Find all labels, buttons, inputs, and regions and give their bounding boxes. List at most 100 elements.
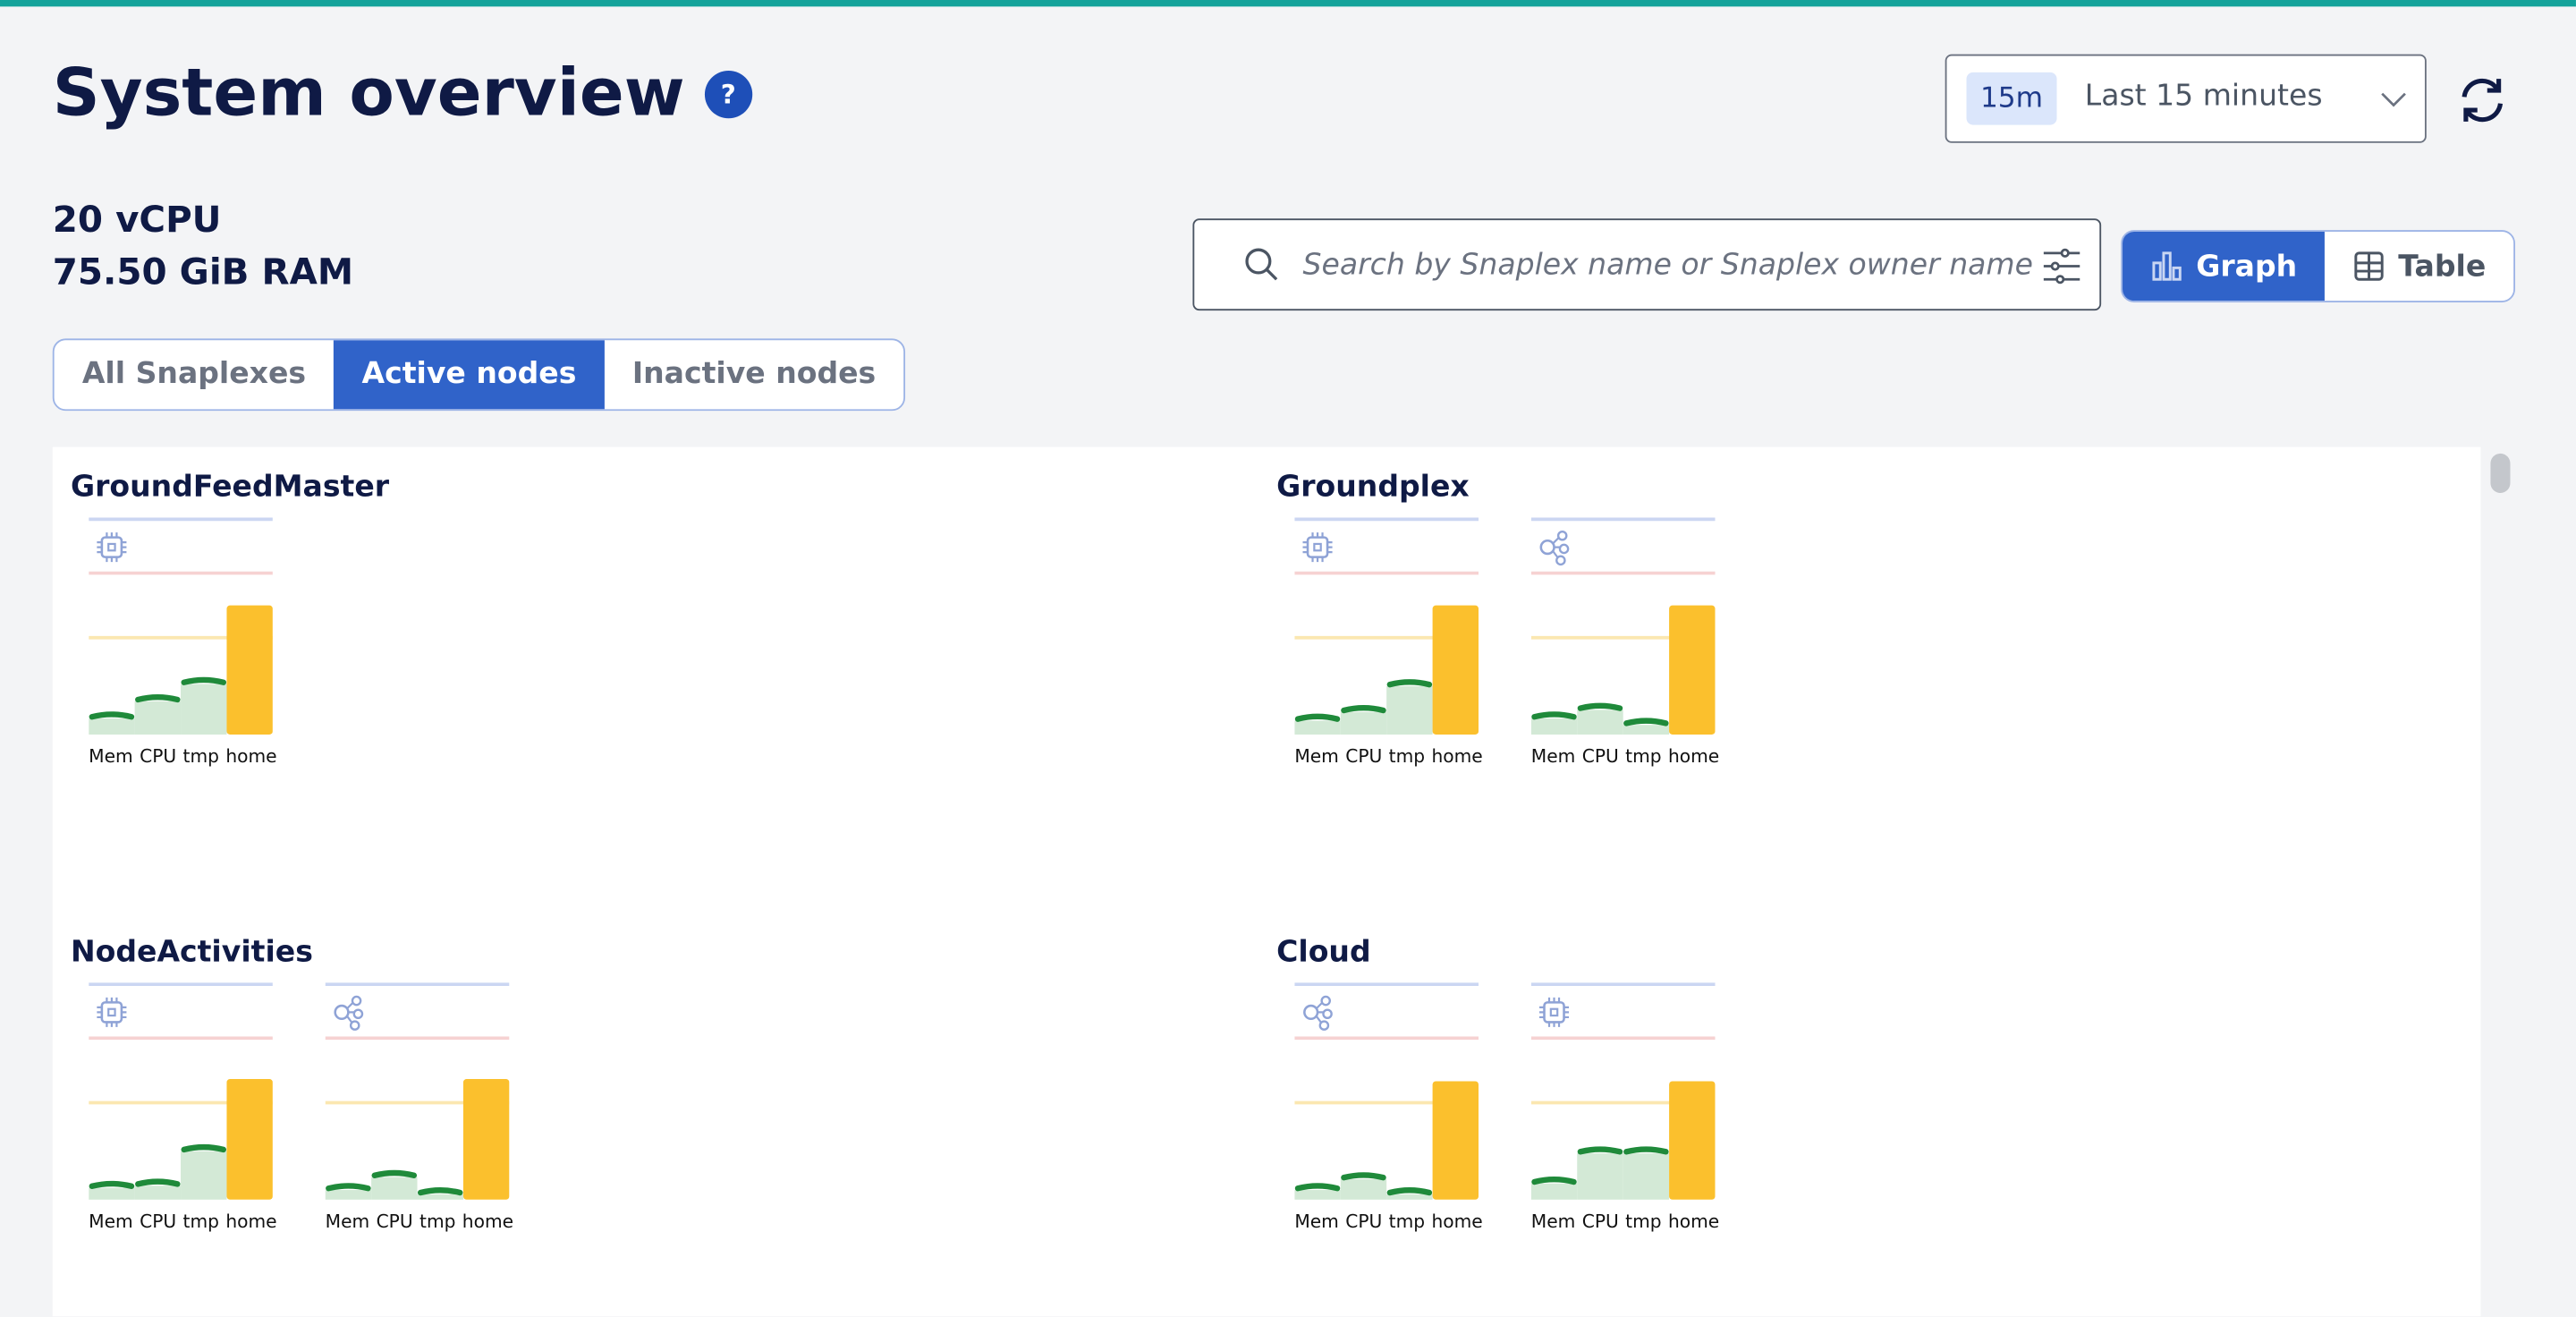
view-toggle: Graph Table: [2121, 230, 2515, 302]
usage-line-tmp: [1386, 1187, 1433, 1196]
node-usage-chart[interactable]: Mem CPU tmp home: [89, 971, 277, 1234]
usage-bar-tmp: [1386, 685, 1433, 735]
usage-line-mem: [1294, 1183, 1341, 1192]
usage-line-mem: [1531, 1177, 1577, 1185]
cpu-chip-icon: [1302, 532, 1333, 563]
usage-bar-tmp: [1386, 1194, 1433, 1200]
graph-view-button[interactable]: Graph: [2123, 231, 2325, 302]
node-usage-chart[interactable]: Mem CPU tmp home: [1294, 971, 1483, 1234]
node-usage-chart[interactable]: Mem CPU tmp home: [1294, 506, 1483, 769]
search-icon: [1245, 248, 1278, 281]
usage-line-cpu: [135, 1178, 181, 1187]
usage-bar-mem: [1530, 1183, 1578, 1200]
tab-active-nodes[interactable]: Active nodes: [334, 340, 605, 410]
usage-line-cpu: [135, 693, 181, 703]
bar-label: home: [1431, 1211, 1483, 1233]
bar-label: tmp: [1388, 1211, 1426, 1233]
usage-bar-home: [1432, 605, 1479, 735]
bar-label: Mem: [1294, 1211, 1339, 1233]
chevron-down-icon: [2381, 92, 2406, 107]
share-nodes-icon: [334, 995, 364, 1031]
snaplex-name[interactable]: GroundFeedMaster: [70, 470, 390, 505]
share-nodes-icon: [1539, 530, 1570, 566]
usage-bar-cpu: [371, 1177, 418, 1200]
bar-label: Mem: [325, 1211, 370, 1233]
bar-label: home: [1431, 745, 1483, 768]
usage-line-tmp: [1623, 718, 1669, 726]
usage-bar-tmp: [181, 1151, 227, 1200]
cpu-chip-icon: [97, 997, 127, 1027]
bar-label: CPU: [1345, 745, 1383, 768]
usage-bar-mem: [1294, 720, 1341, 735]
bar-label: tmp: [419, 1211, 456, 1233]
usage-bar-mem: [89, 1187, 135, 1200]
bar-label: Mem: [89, 1211, 133, 1233]
usage-line-tmp: [181, 676, 227, 685]
snaplex-graph-panel: [52, 446, 2481, 1317]
node-usage-chart[interactable]: Mem CPU tmp home: [1530, 506, 1720, 769]
bar-label: tmp: [1625, 745, 1662, 768]
usage-bar-mem: [89, 718, 135, 735]
page-header: System overview ?: [52, 55, 752, 132]
tab-inactive-nodes[interactable]: Inactive nodes: [631, 356, 877, 392]
tab-all-snaplexes[interactable]: All Snaplexes: [81, 356, 307, 392]
usage-line-tmp: [417, 1187, 463, 1196]
question-circle-icon[interactable]: ?: [704, 70, 752, 118]
node-usage-chart[interactable]: Mem CPU tmp home: [1530, 971, 1719, 1234]
bar-label: Mem: [1530, 745, 1576, 768]
cpu-chip-icon: [97, 532, 127, 563]
filter-sliders-icon[interactable]: [2042, 247, 2081, 286]
usage-bar-mem: [325, 1190, 372, 1200]
usage-line-tmp: [1623, 1146, 1669, 1155]
bar-label: home: [225, 745, 277, 768]
search-input[interactable]: [1299, 240, 2039, 290]
usage-line-tmp: [181, 1143, 227, 1153]
refresh-icon[interactable]: [2454, 74, 2510, 127]
usage-line-cpu: [1341, 1172, 1386, 1181]
top-accent-bar: [0, 0, 2576, 7]
bar-label: home: [225, 1211, 277, 1233]
bar-labels: Mem CPU tmp home: [89, 746, 276, 768]
bar-label: CPU: [376, 1211, 413, 1233]
bar-label: tmp: [1625, 1211, 1662, 1233]
usage-line-mem: [1294, 713, 1341, 722]
usage-line-cpu: [371, 1169, 418, 1178]
share-nodes-icon: [1303, 995, 1333, 1031]
bar-labels: Mem CPU tmp home: [1294, 746, 1482, 768]
usage-bar-mem: [1294, 1190, 1341, 1200]
panel-scrollbar[interactable]: [2490, 453, 2511, 494]
page-title: System overview: [52, 55, 685, 132]
snaplex-name[interactable]: Cloud: [1276, 935, 1371, 970]
usage-line-tmp: [1386, 679, 1433, 688]
usage-bar-mem: [1530, 718, 1578, 735]
usage-bar-home: [1669, 1081, 1716, 1200]
usage-line-mem: [1531, 711, 1577, 720]
bar-labels: Mem CPU tmp home: [1294, 1211, 1482, 1233]
usage-bar-cpu: [1340, 711, 1387, 735]
usage-bar-home: [226, 605, 273, 735]
usage-bar-home: [1669, 605, 1716, 735]
bar-label: home: [1667, 745, 1720, 768]
snaplex-search[interactable]: [1192, 218, 2102, 311]
usage-line-cpu: [1577, 1146, 1623, 1155]
usage-line-mem: [89, 1180, 135, 1189]
usage-line-cpu: [1341, 705, 1386, 714]
ram-total: 75.50 GiB RAM: [52, 252, 354, 294]
node-usage-chart[interactable]: Mem CPU tmp home: [325, 971, 513, 1234]
bar-labels: Mem CPU tmp home: [326, 1211, 513, 1233]
snaplex-name[interactable]: NodeActivities: [70, 935, 313, 970]
usage-bar-tmp: [181, 684, 227, 735]
usage-bar-home: [462, 1079, 510, 1200]
bar-label: CPU: [1345, 1211, 1383, 1233]
node-usage-chart[interactable]: Mem CPU tmp home: [89, 506, 277, 769]
time-range-select[interactable]: 15m Last 15 minutes: [1945, 54, 2427, 143]
table-view-button[interactable]: Table: [2325, 232, 2513, 301]
usage-bar-cpu: [1577, 1153, 1623, 1200]
table-label: Table: [2398, 249, 2487, 284]
snaplex-name[interactable]: Groundplex: [1276, 470, 1470, 505]
bar-chart-icon: [2151, 251, 2182, 281]
bar-label: CPU: [1581, 745, 1619, 768]
bar-label: home: [462, 1211, 514, 1233]
bar-label: Mem: [89, 745, 133, 768]
